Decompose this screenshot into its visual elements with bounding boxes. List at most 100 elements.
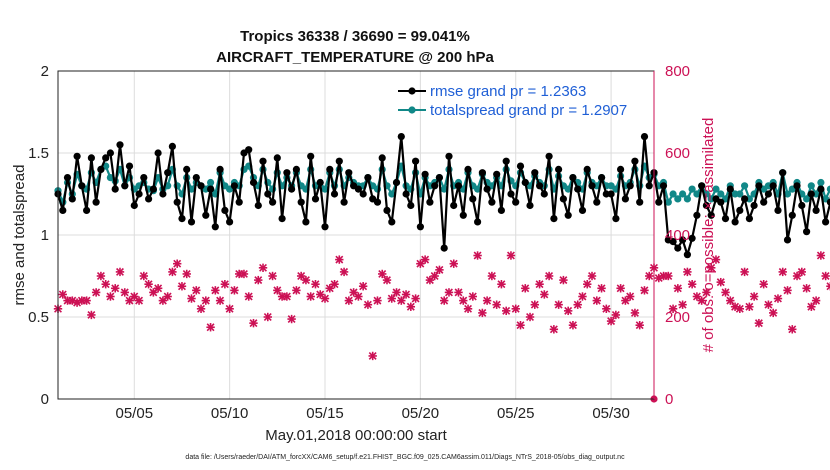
obs-assimilated-point [239,269,249,279]
obs-assimilated-point [282,292,292,301]
point-rmse [412,157,420,165]
point-rmse [679,236,687,244]
point-rmse [92,198,100,206]
point-totalspread [664,198,672,206]
obs-assimilated-point [91,288,101,297]
obs-assimilated-point [101,280,110,289]
point-totalspread [674,195,682,203]
obs-assimilated-point [96,271,106,281]
point-totalspread [717,190,725,198]
obs-assimilated-point [540,290,549,299]
point-rmse [655,198,663,206]
point-rmse [507,190,515,198]
obs-assimilated-point [173,259,182,268]
point-rmse [555,165,563,173]
obs-assimilated-point [740,267,749,277]
obs-assimilated-point [568,321,578,330]
obs-assimilated-point [745,302,754,311]
x-tick-label: 05/30 [592,405,630,422]
point-rmse [83,206,91,214]
obs-assimilated-point [792,271,802,281]
point-rmse [359,190,367,198]
point-rmse [145,195,153,203]
point-rmse [659,182,668,190]
obs-assimilated-point [382,275,392,285]
obs-assimilated-point [258,263,268,272]
point-rmse [488,198,496,206]
obs-assimilated-point [788,325,797,334]
point-totalspread [817,178,825,187]
point-rmse [283,169,291,177]
obs-assimilated-point [211,286,220,295]
point-totalspread [321,185,329,193]
obs-assimilated-point [668,304,678,313]
obs-assimilated-point [192,286,201,295]
point-rmse [311,195,320,203]
obs-assimilated-point [420,255,430,264]
obs-assimilated-point [826,282,830,291]
obs-assimilated-point [468,292,478,301]
point-rmse [364,174,372,182]
obs-assimilated-point [802,284,811,293]
y-tick-right-3: 600 [665,145,690,162]
obs-assimilated-point [411,294,420,303]
legend-marker-totalspread [408,106,416,114]
point-rmse [216,165,224,173]
point-rmse [521,178,529,187]
point-rmse [497,206,505,214]
point-rmse [316,178,324,187]
obs-assimilated-point [111,284,120,293]
obs-assimilated-point [583,280,592,289]
obs-assimilated-point [311,280,320,289]
point-rmse [445,152,453,160]
obs-assimilated-point [440,296,449,305]
point-totalspread [736,190,744,198]
point-totalspread [826,185,830,193]
obs-assimilated-point [401,290,411,299]
point-rmse [235,198,243,206]
obs-marker-stroke [826,282,830,287]
obs-assimilated-point [158,296,168,305]
point-rmse [397,133,405,141]
point-rmse [416,223,424,231]
point-rmse [78,182,86,190]
point-rmse [550,215,558,223]
point-rmse [450,201,458,210]
point-rmse [178,215,186,223]
obs-assimilated-point [506,251,516,260]
obs-assimilated-point [354,292,363,301]
point-rmse [407,201,415,210]
legend-text-totalspread: totalspread grand pr = 1.2907 [430,102,627,119]
y-tick-right-2: 400 [665,227,690,244]
point-rmse [474,218,482,226]
obs-assimilated-point [435,265,444,275]
point-rmse [292,165,300,173]
point-rmse [207,185,215,193]
point-rmse [269,198,277,206]
point-rmse [702,201,711,210]
point-rmse [574,185,582,193]
obs-assimilated-point [692,292,702,301]
obs-assimilated-point [320,294,330,303]
point-rmse [674,244,682,252]
point-rmse [202,211,210,219]
point-rmse [68,195,76,203]
obs-assimilated-point [187,294,196,303]
point-rmse [230,182,238,190]
point-rmse [598,174,606,182]
obs-assimilated-point [616,284,625,293]
point-totalspread [688,185,696,193]
obs-assimilated-point [244,292,253,301]
obs-assimilated-point [697,296,706,305]
obs-assimilated-point [478,308,487,318]
obs-assimilated-point [673,284,683,293]
obs-assimilated-point [664,271,673,281]
point-rmse [817,185,825,193]
point-rmse [531,169,539,177]
point-rmse [578,206,587,214]
point-rmse [774,206,782,214]
obs-assimilated-point [716,277,725,287]
obs-assimilated-point [249,318,258,328]
y-axis-label-left: rmse and totalspread [11,165,28,306]
